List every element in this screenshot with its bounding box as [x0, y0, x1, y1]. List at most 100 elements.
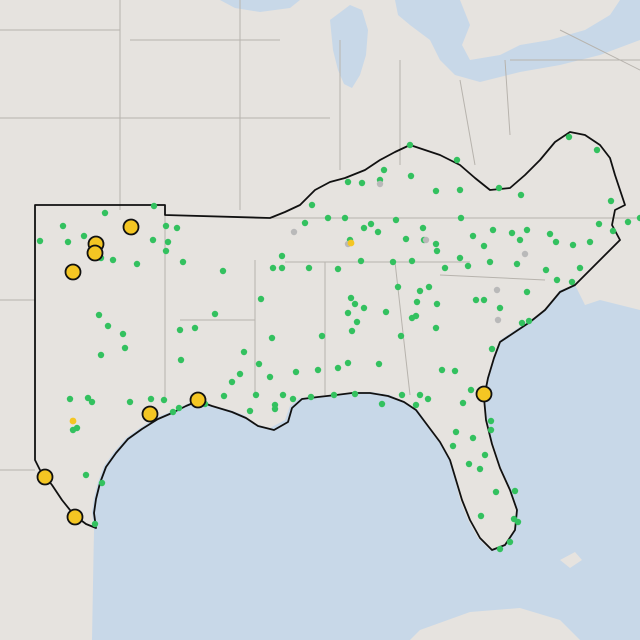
green-dot-marker[interactable]: [464, 262, 472, 270]
green-dot-marker[interactable]: [456, 254, 464, 262]
green-dot-marker[interactable]: [496, 545, 504, 553]
green-dot-marker[interactable]: [344, 359, 352, 367]
green-dot-marker[interactable]: [465, 460, 473, 468]
green-dot-marker[interactable]: [624, 218, 632, 226]
green-dot-marker[interactable]: [459, 399, 467, 407]
green-dot-marker[interactable]: [407, 172, 415, 180]
green-dot-marker[interactable]: [480, 296, 488, 304]
green-dot-marker[interactable]: [514, 518, 522, 526]
large-yellow-circle-marker[interactable]: [64, 263, 82, 281]
green-dot-marker[interactable]: [472, 296, 480, 304]
green-dot-marker[interactable]: [98, 479, 106, 487]
green-dot-marker[interactable]: [495, 184, 503, 192]
green-dot-marker[interactable]: [95, 311, 103, 319]
green-dot-marker[interactable]: [481, 451, 489, 459]
green-dot-marker[interactable]: [278, 252, 286, 260]
green-dot-marker[interactable]: [271, 405, 279, 413]
green-dot-marker[interactable]: [64, 238, 72, 246]
green-dot-marker[interactable]: [451, 367, 459, 375]
green-dot-marker[interactable]: [425, 283, 433, 291]
green-dot-marker[interactable]: [607, 197, 615, 205]
green-dot-marker[interactable]: [565, 133, 573, 141]
gray-dot-marker[interactable]: [376, 180, 384, 188]
green-dot-marker[interactable]: [453, 156, 461, 164]
green-dot-marker[interactable]: [97, 351, 105, 359]
green-dot-marker[interactable]: [211, 310, 219, 318]
green-dot-marker[interactable]: [576, 264, 584, 272]
green-dot-marker[interactable]: [269, 264, 277, 272]
green-dot-marker[interactable]: [119, 330, 127, 338]
green-dot-marker[interactable]: [595, 220, 603, 228]
green-dot-marker[interactable]: [511, 487, 519, 495]
gray-dot-marker[interactable]: [521, 250, 529, 258]
green-dot-marker[interactable]: [126, 398, 134, 406]
green-dot-marker[interactable]: [469, 434, 477, 442]
green-dot-marker[interactable]: [406, 141, 414, 149]
green-dot-marker[interactable]: [109, 256, 117, 264]
green-dot-marker[interactable]: [59, 222, 67, 230]
green-dot-marker[interactable]: [636, 214, 640, 222]
green-dot-marker[interactable]: [252, 391, 260, 399]
green-dot-marker[interactable]: [220, 392, 228, 400]
green-dot-marker[interactable]: [289, 395, 297, 403]
green-dot-marker[interactable]: [517, 191, 525, 199]
green-dot-marker[interactable]: [469, 232, 477, 240]
green-dot-marker[interactable]: [164, 238, 172, 246]
green-dot-marker[interactable]: [351, 390, 359, 398]
green-dot-marker[interactable]: [228, 378, 236, 386]
green-dot-marker[interactable]: [487, 426, 495, 434]
green-dot-marker[interactable]: [568, 278, 576, 286]
green-dot-marker[interactable]: [357, 257, 365, 265]
green-dot-marker[interactable]: [88, 398, 96, 406]
green-dot-marker[interactable]: [279, 391, 287, 399]
green-dot-marker[interactable]: [452, 428, 460, 436]
green-dot-marker[interactable]: [292, 368, 300, 376]
green-dot-marker[interactable]: [305, 264, 313, 272]
green-dot-marker[interactable]: [80, 232, 88, 240]
green-dot-marker[interactable]: [162, 222, 170, 230]
green-dot-marker[interactable]: [318, 332, 326, 340]
green-dot-marker[interactable]: [334, 265, 342, 273]
green-dot-marker[interactable]: [480, 242, 488, 250]
green-dot-marker[interactable]: [516, 236, 524, 244]
green-dot-marker[interactable]: [525, 317, 533, 325]
green-dot-marker[interactable]: [66, 395, 74, 403]
green-dot-marker[interactable]: [246, 407, 254, 415]
green-dot-marker[interactable]: [149, 236, 157, 244]
green-dot-marker[interactable]: [341, 214, 349, 222]
green-dot-marker[interactable]: [441, 264, 449, 272]
green-dot-marker[interactable]: [344, 309, 352, 317]
green-dot-marker[interactable]: [73, 424, 81, 432]
gray-dot-marker[interactable]: [494, 316, 502, 324]
green-dot-marker[interactable]: [432, 240, 440, 248]
green-dot-marker[interactable]: [457, 214, 465, 222]
green-dot-marker[interactable]: [191, 324, 199, 332]
green-dot-marker[interactable]: [518, 319, 526, 327]
green-dot-marker[interactable]: [176, 326, 184, 334]
green-dot-marker[interactable]: [91, 520, 99, 528]
green-dot-marker[interactable]: [375, 360, 383, 368]
green-dot-marker[interactable]: [308, 201, 316, 209]
green-dot-marker[interactable]: [419, 224, 427, 232]
green-dot-marker[interactable]: [307, 393, 315, 401]
green-dot-marker[interactable]: [266, 373, 274, 381]
green-dot-marker[interactable]: [433, 300, 441, 308]
large-yellow-circle-marker[interactable]: [86, 244, 104, 262]
green-dot-marker[interactable]: [133, 260, 141, 268]
green-dot-marker[interactable]: [542, 266, 550, 274]
green-dot-marker[interactable]: [449, 442, 457, 450]
green-dot-marker[interactable]: [101, 209, 109, 217]
green-dot-marker[interactable]: [360, 304, 368, 312]
green-dot-marker[interactable]: [360, 224, 368, 232]
green-dot-marker[interactable]: [301, 219, 309, 227]
gray-dot-marker[interactable]: [290, 228, 298, 236]
green-dot-marker[interactable]: [476, 465, 484, 473]
green-dot-marker[interactable]: [408, 257, 416, 265]
green-dot-marker[interactable]: [324, 214, 332, 222]
green-dot-marker[interactable]: [314, 366, 322, 374]
green-dot-marker[interactable]: [492, 488, 500, 496]
green-dot-marker[interactable]: [84, 394, 92, 402]
green-dot-marker[interactable]: [382, 308, 390, 316]
green-dot-marker[interactable]: [416, 287, 424, 295]
